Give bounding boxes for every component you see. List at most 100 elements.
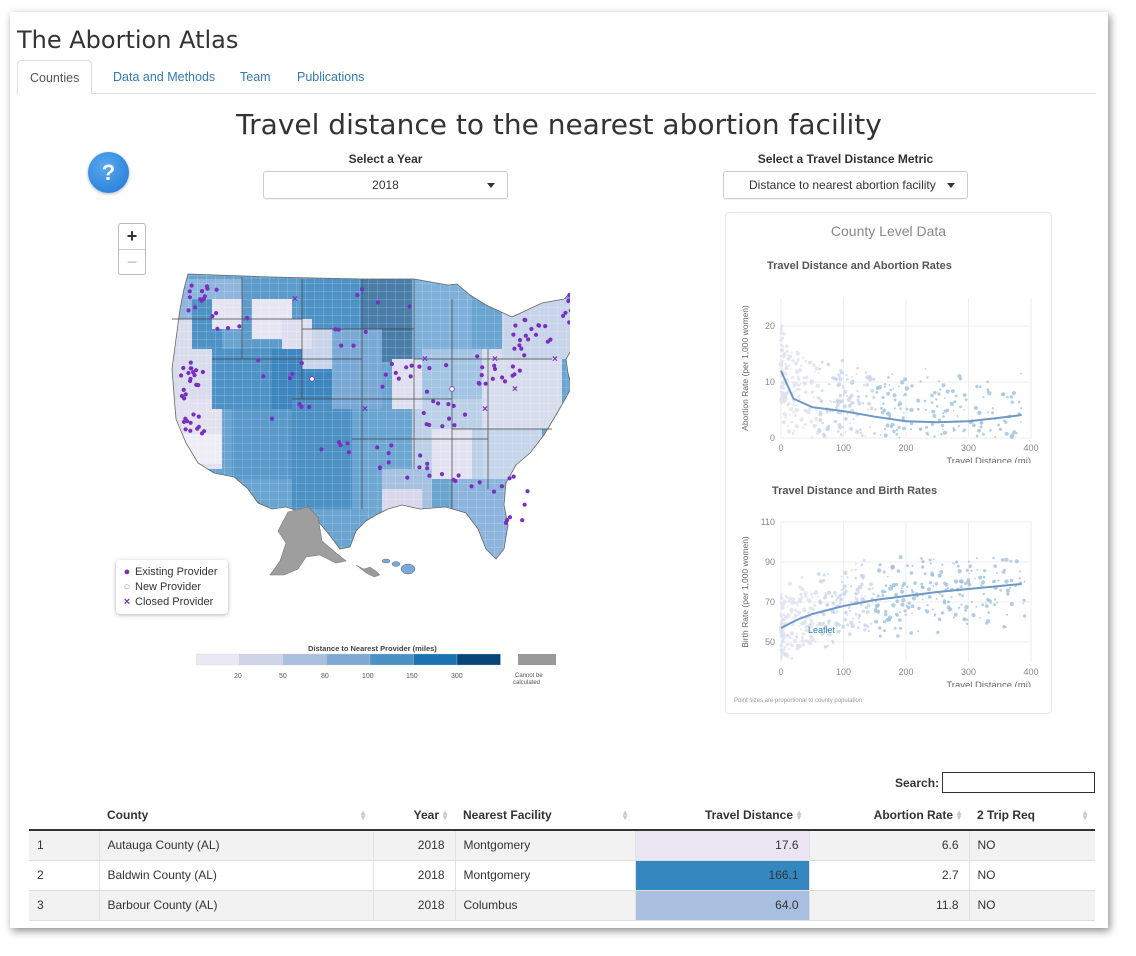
col-facility[interactable]: Nearest Facility ▲ ▼: [455, 800, 635, 831]
provider-marker[interactable]: [333, 327, 338, 332]
provider-marker[interactable]: [475, 354, 480, 359]
provider-marker[interactable]: [502, 379, 508, 384]
provider-marker[interactable]: [417, 364, 422, 369]
provider-marker[interactable]: [181, 419, 187, 424]
provider-marker[interactable]: [447, 416, 452, 421]
provider-marker[interactable]: [563, 310, 568, 315]
provider-marker[interactable]: [452, 423, 457, 428]
provider-marker[interactable]: [339, 343, 344, 348]
provider-marker[interactable]: [451, 403, 456, 408]
provider-marker[interactable]: [519, 346, 524, 351]
provider-marker[interactable]: [537, 323, 542, 328]
provider-marker[interactable]: [522, 353, 527, 358]
provider-marker[interactable]: [404, 365, 409, 370]
closed-provider-marker[interactable]: ×: [362, 404, 368, 415]
provider-marker[interactable]: [483, 381, 488, 386]
provider-marker[interactable]: [205, 286, 210, 291]
provider-marker[interactable]: [195, 426, 200, 431]
provider-marker[interactable]: [214, 287, 219, 292]
provider-marker[interactable]: [526, 337, 531, 342]
provider-marker[interactable]: [237, 324, 242, 329]
provider-marker[interactable]: [469, 484, 474, 489]
provider-marker[interactable]: [214, 311, 219, 316]
provider-marker[interactable]: [319, 447, 324, 452]
provider-marker[interactable]: [375, 445, 380, 450]
provider-marker[interactable]: [529, 326, 534, 332]
zoom-out-button[interactable]: −: [119, 249, 145, 274]
provider-marker[interactable]: [287, 376, 293, 381]
year-select[interactable]: 2018: [263, 171, 508, 199]
provider-marker[interactable]: [297, 402, 302, 407]
provider-marker[interactable]: [507, 476, 512, 481]
provider-marker[interactable]: [187, 289, 192, 294]
provider-marker[interactable]: [389, 443, 394, 448]
provider-marker[interactable]: [490, 376, 495, 381]
provider-marker[interactable]: [345, 441, 350, 446]
provider-marker[interactable]: [517, 338, 523, 343]
provider-marker[interactable]: [194, 368, 199, 373]
provider-marker[interactable]: [492, 366, 498, 372]
provider-marker[interactable]: [199, 289, 205, 294]
provider-marker[interactable]: [507, 515, 513, 520]
provider-marker[interactable]: [440, 424, 445, 429]
provider-marker[interactable]: [192, 373, 197, 378]
provider-marker[interactable]: [188, 420, 193, 425]
provider-marker[interactable]: [299, 361, 304, 366]
provider-marker[interactable]: [436, 401, 441, 406]
col-abortion-rate[interactable]: Abortion Rate ▲ ▼: [809, 800, 969, 831]
metric-select[interactable]: Distance to nearest abortion facility: [723, 171, 968, 199]
provider-marker[interactable]: [186, 308, 191, 313]
provider-marker[interactable]: [511, 332, 516, 337]
provider-marker[interactable]: [480, 365, 485, 370]
table-row[interactable]: 2 Baldwin County (AL) 2018 Montgomery 16…: [29, 859, 1095, 890]
provider-marker[interactable]: [407, 304, 412, 309]
provider-marker[interactable]: [491, 489, 497, 494]
provider-marker[interactable]: [511, 474, 516, 479]
tab-publications[interactable]: Publications: [297, 70, 365, 84]
col-distance[interactable]: Travel Distance ▲ ▼: [635, 800, 809, 831]
provider-marker[interactable]: [386, 460, 391, 465]
provider-marker[interactable]: [525, 489, 530, 494]
provider-marker[interactable]: [446, 402, 451, 407]
provider-marker[interactable]: [181, 387, 186, 392]
search-input[interactable]: [942, 772, 1095, 793]
provider-marker[interactable]: [523, 318, 528, 323]
provider-marker[interactable]: [418, 453, 423, 458]
provider-marker[interactable]: [425, 461, 430, 466]
provider-marker[interactable]: [200, 369, 205, 375]
provider-marker[interactable]: [338, 443, 343, 448]
provider-marker[interactable]: [179, 393, 184, 399]
provider-marker[interactable]: [181, 365, 186, 371]
provider-marker[interactable]: [396, 376, 401, 381]
provider-marker[interactable]: [269, 416, 275, 421]
provider-marker[interactable]: [377, 465, 382, 470]
provider-marker[interactable]: [225, 326, 231, 331]
provider-marker[interactable]: [188, 376, 193, 381]
provider-marker[interactable]: [183, 427, 188, 432]
provider-marker[interactable]: [307, 404, 312, 410]
provider-marker[interactable]: [513, 323, 518, 328]
provider-marker[interactable]: [201, 429, 207, 434]
provider-marker[interactable]: [492, 363, 497, 368]
provider-marker[interactable]: [355, 293, 360, 298]
provider-marker[interactable]: [290, 371, 295, 376]
provider-marker[interactable]: [186, 370, 191, 376]
provider-marker[interactable]: [346, 450, 351, 455]
closed-provider-marker[interactable]: ×: [492, 354, 498, 365]
abortion-rate-scatter[interactable]: 0 100 200 300 400 0 10 20 Travel Distance (mi) Ab…: [726, 273, 1051, 463]
provider-marker[interactable]: [424, 389, 430, 394]
zoom-in-button[interactable]: +: [126, 226, 138, 246]
provider-marker[interactable]: [393, 370, 398, 375]
provider-marker[interactable]: [567, 320, 570, 325]
provider-marker[interactable]: [427, 473, 432, 478]
provider-marker[interactable]: [386, 451, 391, 456]
provider-marker[interactable]: [201, 296, 206, 301]
provider-marker[interactable]: [510, 364, 515, 369]
col-index[interactable]: [29, 800, 99, 831]
provider-marker[interactable]: [510, 373, 515, 378]
provider-marker[interactable]: [210, 314, 215, 319]
tab-counties[interactable]: Counties: [17, 60, 93, 95]
provider-marker[interactable]: [187, 295, 192, 300]
choropleth-map[interactable]: × × × × × × ×: [160, 257, 570, 597]
provider-marker[interactable]: [500, 375, 505, 380]
